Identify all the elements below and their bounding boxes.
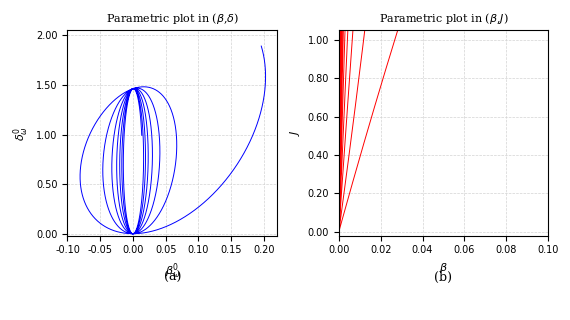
Title: Parametric plot in ($\beta$,$J$): Parametric plot in ($\beta$,$J$) [378, 11, 508, 26]
Y-axis label: $J$: $J$ [288, 130, 302, 136]
Text: (b): (b) [434, 271, 453, 284]
Title: Parametric plot in ($\beta$,$\delta$): Parametric plot in ($\beta$,$\delta$) [105, 11, 239, 26]
X-axis label: $\beta$: $\beta$ [439, 261, 448, 275]
Y-axis label: $\delta^0_\omega$: $\delta^0_\omega$ [11, 125, 31, 140]
Text: (a): (a) [164, 271, 181, 284]
X-axis label: $\beta^0_\omega$: $\beta^0_\omega$ [165, 261, 180, 281]
